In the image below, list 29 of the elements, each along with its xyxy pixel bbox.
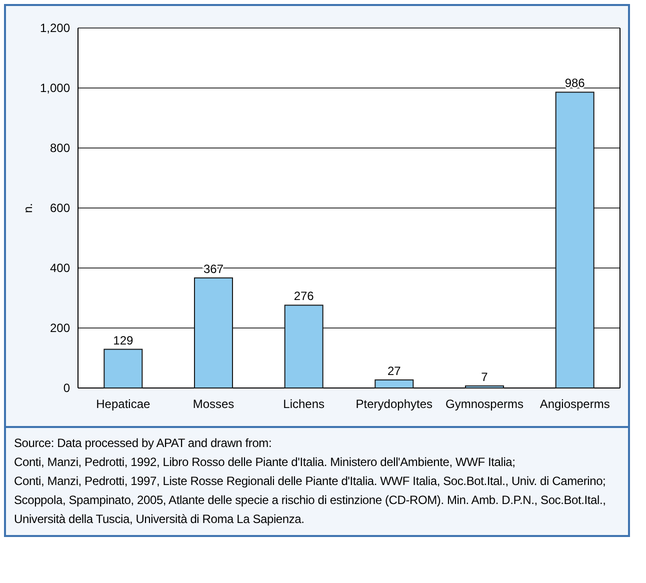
bar (374, 379, 414, 388)
text: Scoppola, Spampinato, 2005, Atlante delle specie a rischio di estinzione (CD-ROM). Min. Amb. D.P.N., Soc.Bot.Ital., Università della Tuscia, Università di Roma La Sapienza. (14, 492, 607, 528)
y-tick-label: 800 (50, 141, 70, 156)
x-tick-label: Hepaticae (96, 397, 151, 411)
data-label: 129 (113, 333, 134, 348)
y-axis-title: n. (21, 202, 35, 214)
x-tick-label: Pterydophytes (356, 397, 433, 411)
x-tick-label: Angiosperms (540, 397, 610, 411)
y-tick-label: 400 (50, 261, 70, 276)
y-tick-label: 1,000 (40, 81, 70, 96)
x-tick-label: Gymnosperms (445, 397, 524, 411)
bar (104, 348, 143, 388)
bar (194, 277, 233, 388)
data-label: 276 (294, 289, 314, 304)
text: Conti, Manzi, Pedrotti, 1992, Libro Rosso delle Piante d'Italia. Ministero dell'Ambiente, WWF Italia; (14, 454, 516, 471)
bar (465, 385, 504, 388)
bar (284, 304, 324, 388)
bar (555, 92, 594, 388)
y-tick-label: 600 (50, 201, 70, 216)
y-tick-label: 0 (63, 381, 70, 396)
text: Conti, Manzi, Pedrotti, 1997, Liste Rosse Regionali delle Piante d'Italia. WWF Italia, Soc.Bot.Ital., Univ. di Camerino; (14, 473, 607, 490)
source-note: Source: Data processed by APAT and drawn from: (14, 435, 273, 452)
x-tick-label: Lichens (283, 397, 325, 411)
data-label: 27 (387, 364, 402, 378)
data-label: 986 (564, 76, 586, 90)
data-label: 7 (481, 370, 488, 384)
y-tick-label: 1,200 (40, 21, 70, 36)
y-tick-label: 200 (50, 321, 70, 336)
x-tick-label: Mosses (192, 397, 234, 411)
